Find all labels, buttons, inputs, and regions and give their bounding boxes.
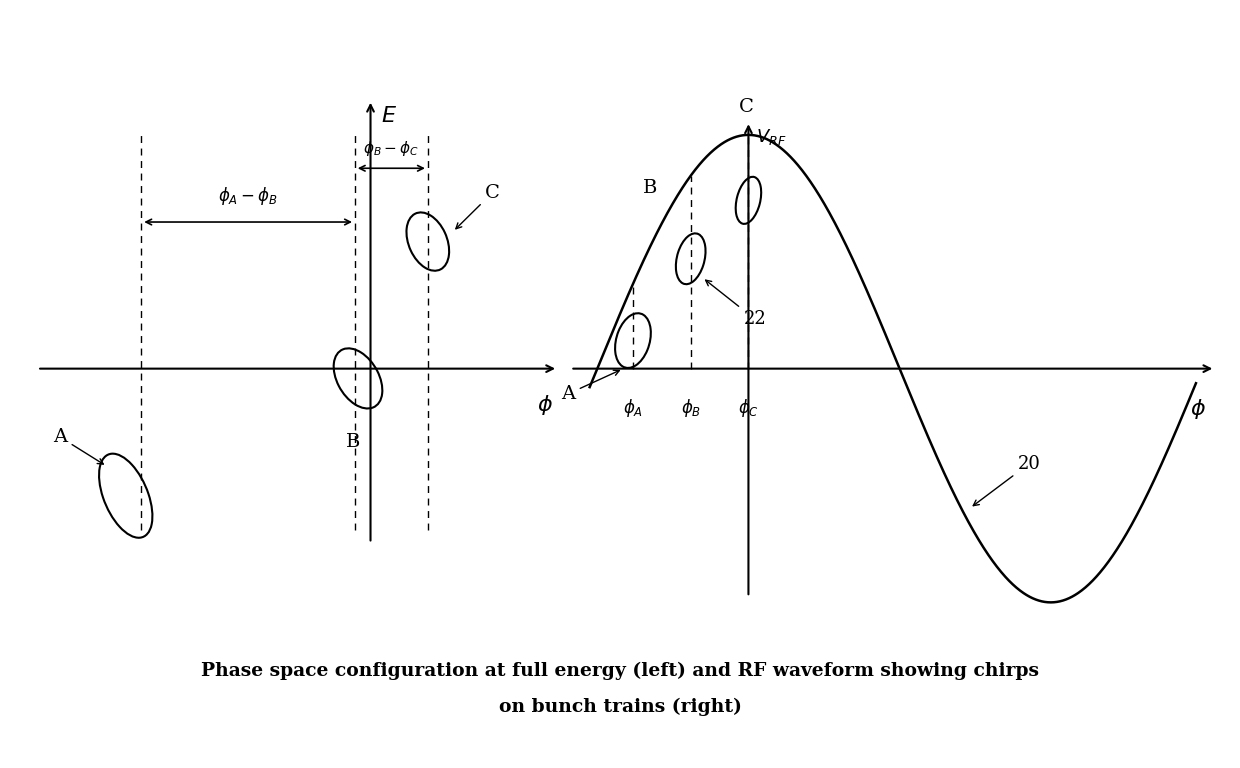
Text: 22: 22	[706, 280, 766, 328]
Text: C: C	[456, 184, 500, 229]
Text: B: B	[346, 433, 360, 451]
Text: $\phi_A - \phi_B$: $\phi_A - \phi_B$	[218, 185, 278, 207]
Text: $\phi_C$: $\phi_C$	[738, 397, 759, 419]
Text: $V_{RF}$: $V_{RF}$	[756, 127, 786, 147]
Text: $\phi_B$: $\phi_B$	[681, 397, 701, 419]
Text: A: A	[560, 370, 620, 403]
Text: on bunch trains (right): on bunch trains (right)	[498, 697, 742, 716]
Text: B: B	[642, 180, 657, 197]
Text: A: A	[53, 428, 103, 464]
Text: $\phi$: $\phi$	[1189, 397, 1205, 421]
Text: $\phi_A$: $\phi_A$	[622, 397, 644, 419]
Text: Phase space configuration at full energy (left) and RF waveform showing chirps: Phase space configuration at full energy…	[201, 661, 1039, 680]
Text: $\phi$: $\phi$	[537, 393, 553, 417]
Text: $E$: $E$	[381, 104, 397, 127]
Text: C: C	[739, 98, 754, 115]
Text: $\phi_B - \phi_C$: $\phi_B - \phi_C$	[363, 140, 419, 158]
Text: 20: 20	[973, 455, 1040, 505]
